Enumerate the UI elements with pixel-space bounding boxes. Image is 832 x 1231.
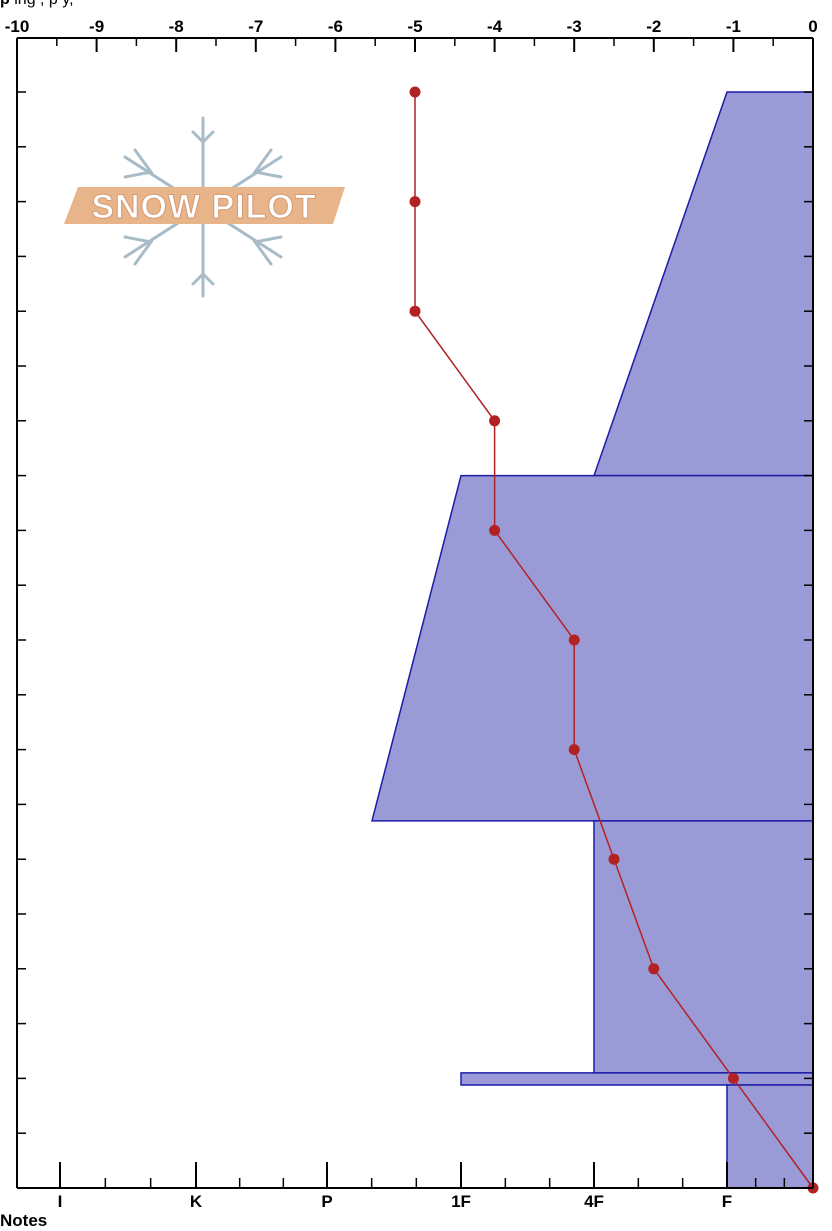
top-tick-label: -6 <box>328 17 343 36</box>
top-tick-label: -9 <box>89 17 104 36</box>
top-tick-label: -5 <box>407 17 422 36</box>
bottom-tick-label: F <box>722 1192 732 1211</box>
hardness-layer-2 <box>371 474 814 822</box>
bottom-tick-label: 1F <box>451 1192 471 1211</box>
top-tick-label: -10 <box>5 17 30 36</box>
temperature-point-6 <box>568 634 580 646</box>
temperature-point-4 <box>489 415 501 427</box>
hardness-layer-5 <box>726 1084 814 1189</box>
top-tick-label: -8 <box>169 17 184 36</box>
temperature-point-5 <box>489 524 501 536</box>
temperature-point-1 <box>409 86 421 98</box>
snow-pilot-logo: SNOW PILOT <box>64 116 345 298</box>
hardness-layer-1 <box>592 91 814 477</box>
temperature-point-2 <box>409 196 421 208</box>
top-tick-label: -7 <box>248 17 263 36</box>
chart-header: p ing , p y, <box>0 0 74 9</box>
hardness-profile <box>371 91 814 1189</box>
temperature-point-8 <box>608 853 620 865</box>
chart-axes: -10 -9 -8 -7 -6 -5 -4 -3 -2 -1 0I K P 1F 4F F <box>5 17 818 1211</box>
hardness-layer-4 <box>460 1072 814 1086</box>
top-tick-label: -1 <box>726 17 741 36</box>
bottom-tick-label: K <box>190 1192 203 1211</box>
temperature-point-3 <box>409 305 421 317</box>
bottom-tick-label: P <box>321 1192 332 1211</box>
top-tick-label: -3 <box>567 17 582 36</box>
top-tick-label: 0 <box>808 17 817 36</box>
notes-label: Notes <box>0 1211 48 1230</box>
temperature-point-7 <box>568 744 580 756</box>
temperature-profile <box>409 86 819 1194</box>
temperature-point-10 <box>727 1072 739 1084</box>
logo-text: SNOW PILOT <box>91 188 316 226</box>
header-text: ing , p y, <box>14 0 73 8</box>
top-tick-label: -2 <box>646 17 661 36</box>
bottom-tick-label: I <box>58 1192 63 1211</box>
temperature-point-9 <box>648 963 660 975</box>
hardness-layer-3 <box>593 820 814 1074</box>
logo-text-background <box>64 187 345 224</box>
top-tick-label: -4 <box>487 17 503 36</box>
bottom-tick-label: 4F <box>584 1192 604 1211</box>
header-label: p <box>0 0 10 8</box>
